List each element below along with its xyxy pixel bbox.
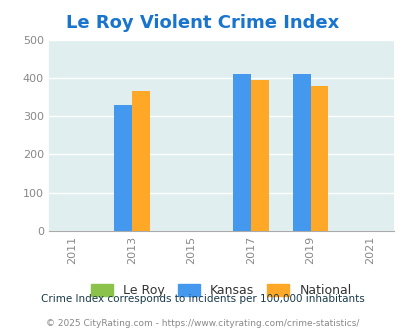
Bar — [310, 85, 328, 231]
Bar — [232, 74, 250, 231]
Text: Le Roy Violent Crime Index: Le Roy Violent Crime Index — [66, 14, 339, 32]
Text: © 2025 CityRating.com - https://www.cityrating.com/crime-statistics/: © 2025 CityRating.com - https://www.city… — [46, 319, 359, 328]
Legend: Le Roy, Kansas, National: Le Roy, Kansas, National — [86, 280, 356, 302]
Bar — [114, 105, 132, 231]
Text: Crime Index corresponds to incidents per 100,000 inhabitants: Crime Index corresponds to incidents per… — [41, 294, 364, 304]
Bar — [292, 74, 310, 231]
Bar — [250, 80, 268, 231]
Bar — [132, 91, 149, 231]
